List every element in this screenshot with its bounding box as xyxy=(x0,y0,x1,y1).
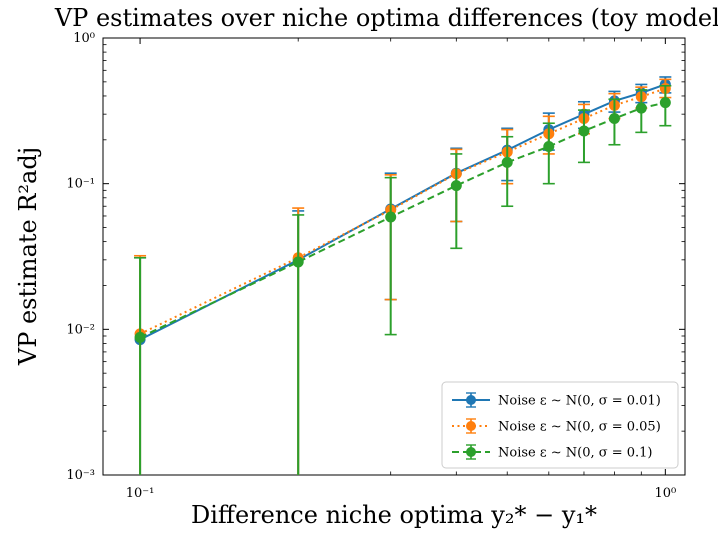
data-point xyxy=(292,256,304,268)
x-axis: 10⁻¹ 10⁰ xyxy=(126,38,676,501)
legend-marker xyxy=(466,447,476,457)
legend-marker xyxy=(466,395,476,405)
series-line xyxy=(139,87,666,335)
data-point xyxy=(635,102,647,114)
x-tick-label: 10⁰ xyxy=(654,486,676,501)
y-tick-label: 10⁻¹ xyxy=(66,177,95,192)
legend-label: Noise ε ∼ N(0, σ = 0.1) xyxy=(498,446,653,461)
series-3 xyxy=(134,84,672,475)
legend: Noise ε ∼ N(0, σ = 0.01) Noise ε ∼ N(0, σ… xyxy=(441,381,679,469)
y-tick-label: 10⁰ xyxy=(73,31,95,46)
data-point xyxy=(385,211,397,223)
data-point xyxy=(450,180,462,192)
legend-label: Noise ε ∼ N(0, σ = 0.01) xyxy=(498,394,661,409)
x-axis-label: Difference niche optima y₂* − y₁* xyxy=(191,501,597,529)
y-axis-label: VP estimate R²adj xyxy=(14,147,42,366)
series-layer xyxy=(134,76,672,475)
data-point xyxy=(659,97,671,109)
y-tick-label: 10⁻² xyxy=(66,322,95,337)
data-point xyxy=(501,156,513,168)
series-line xyxy=(139,101,666,339)
legend-label: Noise ε ∼ N(0, σ = 0.05) xyxy=(498,420,661,435)
plot-frame xyxy=(102,37,686,476)
data-point xyxy=(608,113,620,125)
chart-title: VP estimates over niche optima differenc… xyxy=(54,4,718,32)
legend-box xyxy=(441,381,679,469)
y-axis: 10⁻³ 10⁻² 10⁻¹ 10⁰ xyxy=(66,31,685,483)
data-point xyxy=(543,140,555,152)
x-tick-label: 10⁻¹ xyxy=(126,486,155,501)
data-point xyxy=(134,331,146,343)
y-tick-label: 10⁻³ xyxy=(66,468,95,483)
legend-marker xyxy=(466,421,476,431)
data-point xyxy=(578,125,590,137)
